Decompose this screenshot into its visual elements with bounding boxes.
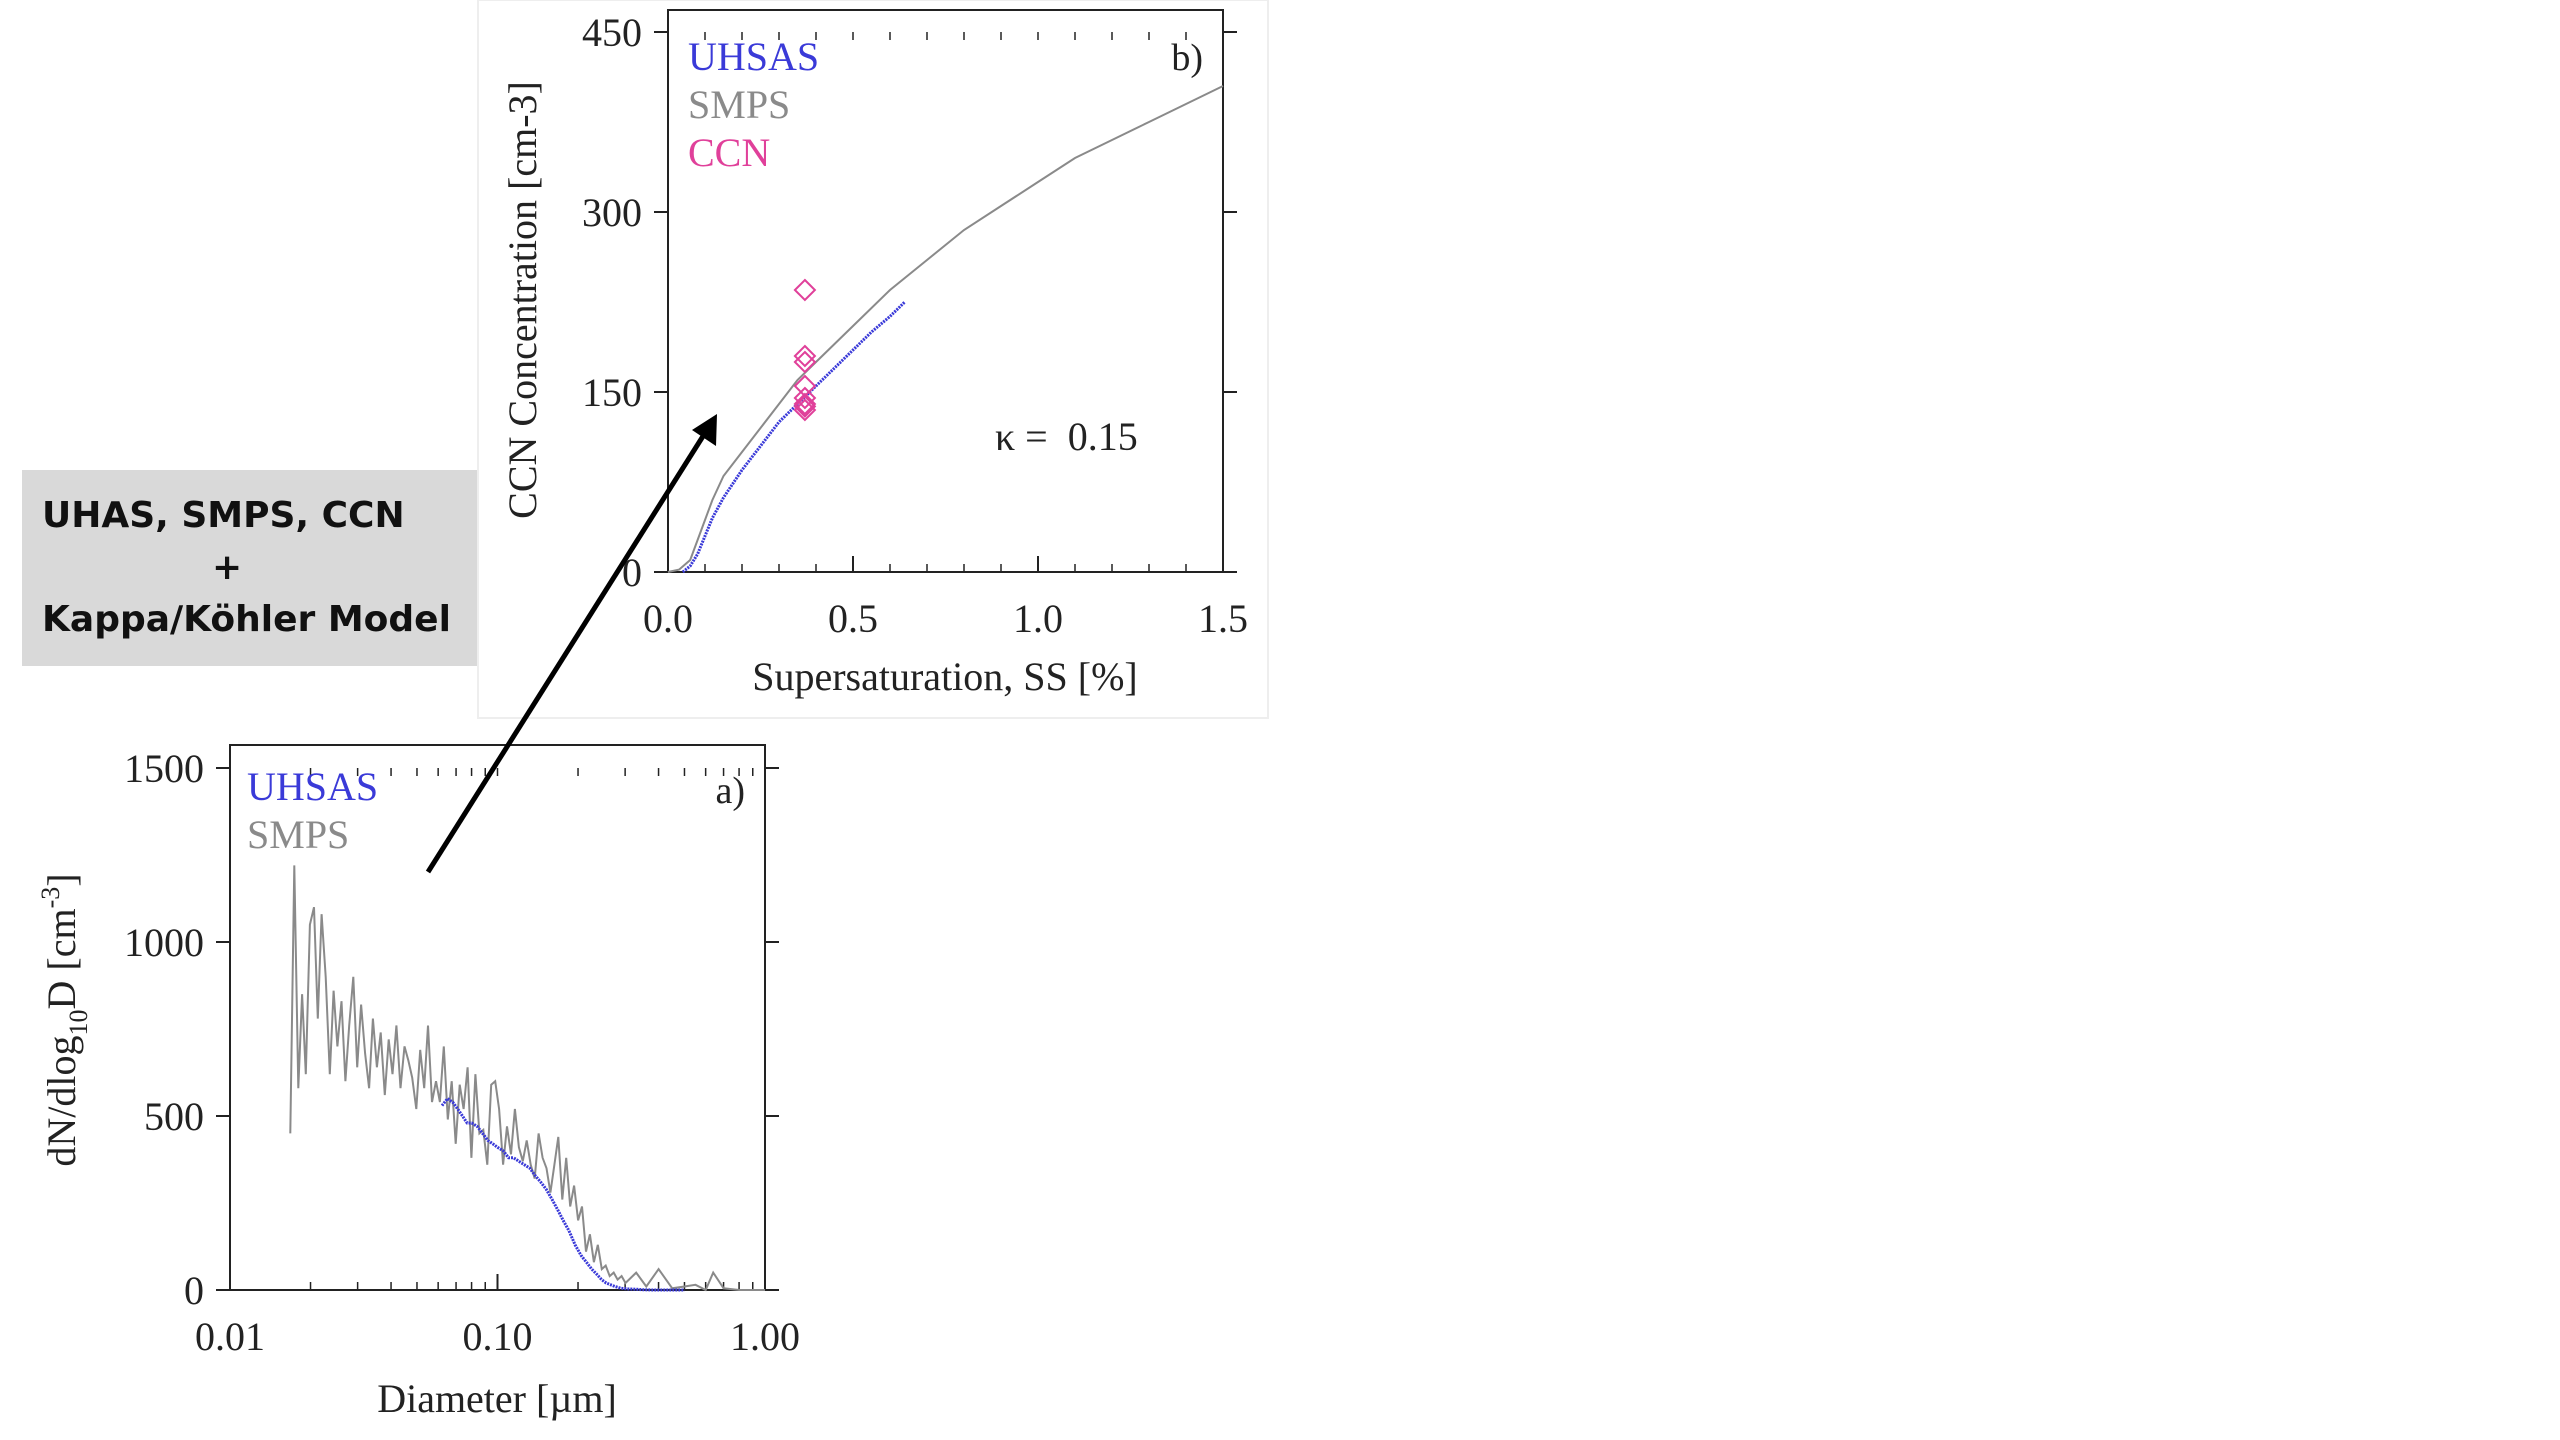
a-y-tick-label: 1000 <box>124 920 204 965</box>
b-uhsas-line <box>681 300 906 574</box>
chart-a-tick-labels: 0.01 0.10 1.00 0 500 1000 1500 <box>124 746 800 1359</box>
a-y-tick-label: 0 <box>184 1268 204 1313</box>
method-label-line1: UHAS, SMPS, CCN <box>42 495 405 536</box>
a-smps-line <box>289 865 765 1292</box>
chart-a-ylabel: dN/dlog10D [cm-3] <box>36 873 93 1166</box>
b-ccn-point <box>793 350 817 374</box>
a-y-tick-label: 500 <box>144 1094 204 1139</box>
b-x-tick-label: 0.0 <box>643 596 693 641</box>
chart-b-ylabel: CCN Concentration [cm-3] <box>500 81 545 519</box>
a-x-tick-label: 0.01 <box>195 1314 265 1359</box>
chart-b-ticks <box>654 31 1237 573</box>
chart-b-legend-ccn: CCN <box>688 130 770 175</box>
b-smps-line <box>667 85 1224 573</box>
chart-a-legend-uhsas: UHSAS <box>247 764 378 809</box>
method-label-line3: Kappa/Köhler Model <box>42 599 451 640</box>
b-x-tick-label: 1.0 <box>1013 596 1063 641</box>
method-label-plus: + <box>212 547 243 588</box>
b-y-tick-label: 450 <box>582 10 642 55</box>
a-y-tick-label: 1500 <box>124 746 204 791</box>
b-ccn-point <box>793 344 817 368</box>
a-x-tick-label: 1.00 <box>730 1314 800 1359</box>
b-ccn-point <box>793 392 817 416</box>
chart-b-annotation: κ = 0.15 <box>995 414 1138 459</box>
connector-arrow <box>425 414 717 874</box>
chart-b-panel-label: b) <box>1171 37 1203 79</box>
b-ccn-point <box>793 386 817 410</box>
chart-b-xlabel: Supersaturation, SS [%] <box>752 654 1138 699</box>
b-ccn-point <box>793 278 817 302</box>
b-ccn-point <box>793 398 817 422</box>
a-uhsas-line <box>440 1096 685 1292</box>
b-y-tick-label: 150 <box>582 370 642 415</box>
chart-a-xlabel: Diameter [µm] <box>377 1376 617 1421</box>
b-y-tick-label: 300 <box>582 190 642 235</box>
chart-b-series <box>667 85 1224 574</box>
method-label-box: UHAS, SMPS, CCN + Kappa/Köhler Model <box>22 470 477 666</box>
chart-a-ticks <box>216 767 779 1291</box>
chart-a-panel-label: a) <box>715 770 745 812</box>
chart-b-frame <box>667 9 1224 573</box>
chart-a-series <box>289 865 765 1292</box>
b-x-tick-label: 1.5 <box>1198 596 1248 641</box>
b-x-tick-label: 0.5 <box>828 596 878 641</box>
chart-b-legend-smps: SMPS <box>688 82 790 127</box>
chart-a: 0.01 0.10 1.00 0 500 1000 1500 Diameter [µm] d… <box>36 744 800 1421</box>
b-ccn-point <box>793 394 817 418</box>
a-x-tick-label: 0.10 <box>463 1314 533 1359</box>
chart-a-legend-smps: SMPS <box>247 812 349 857</box>
chart-b-background <box>477 0 1269 719</box>
chart-b-legend-uhsas: UHSAS <box>688 34 819 79</box>
